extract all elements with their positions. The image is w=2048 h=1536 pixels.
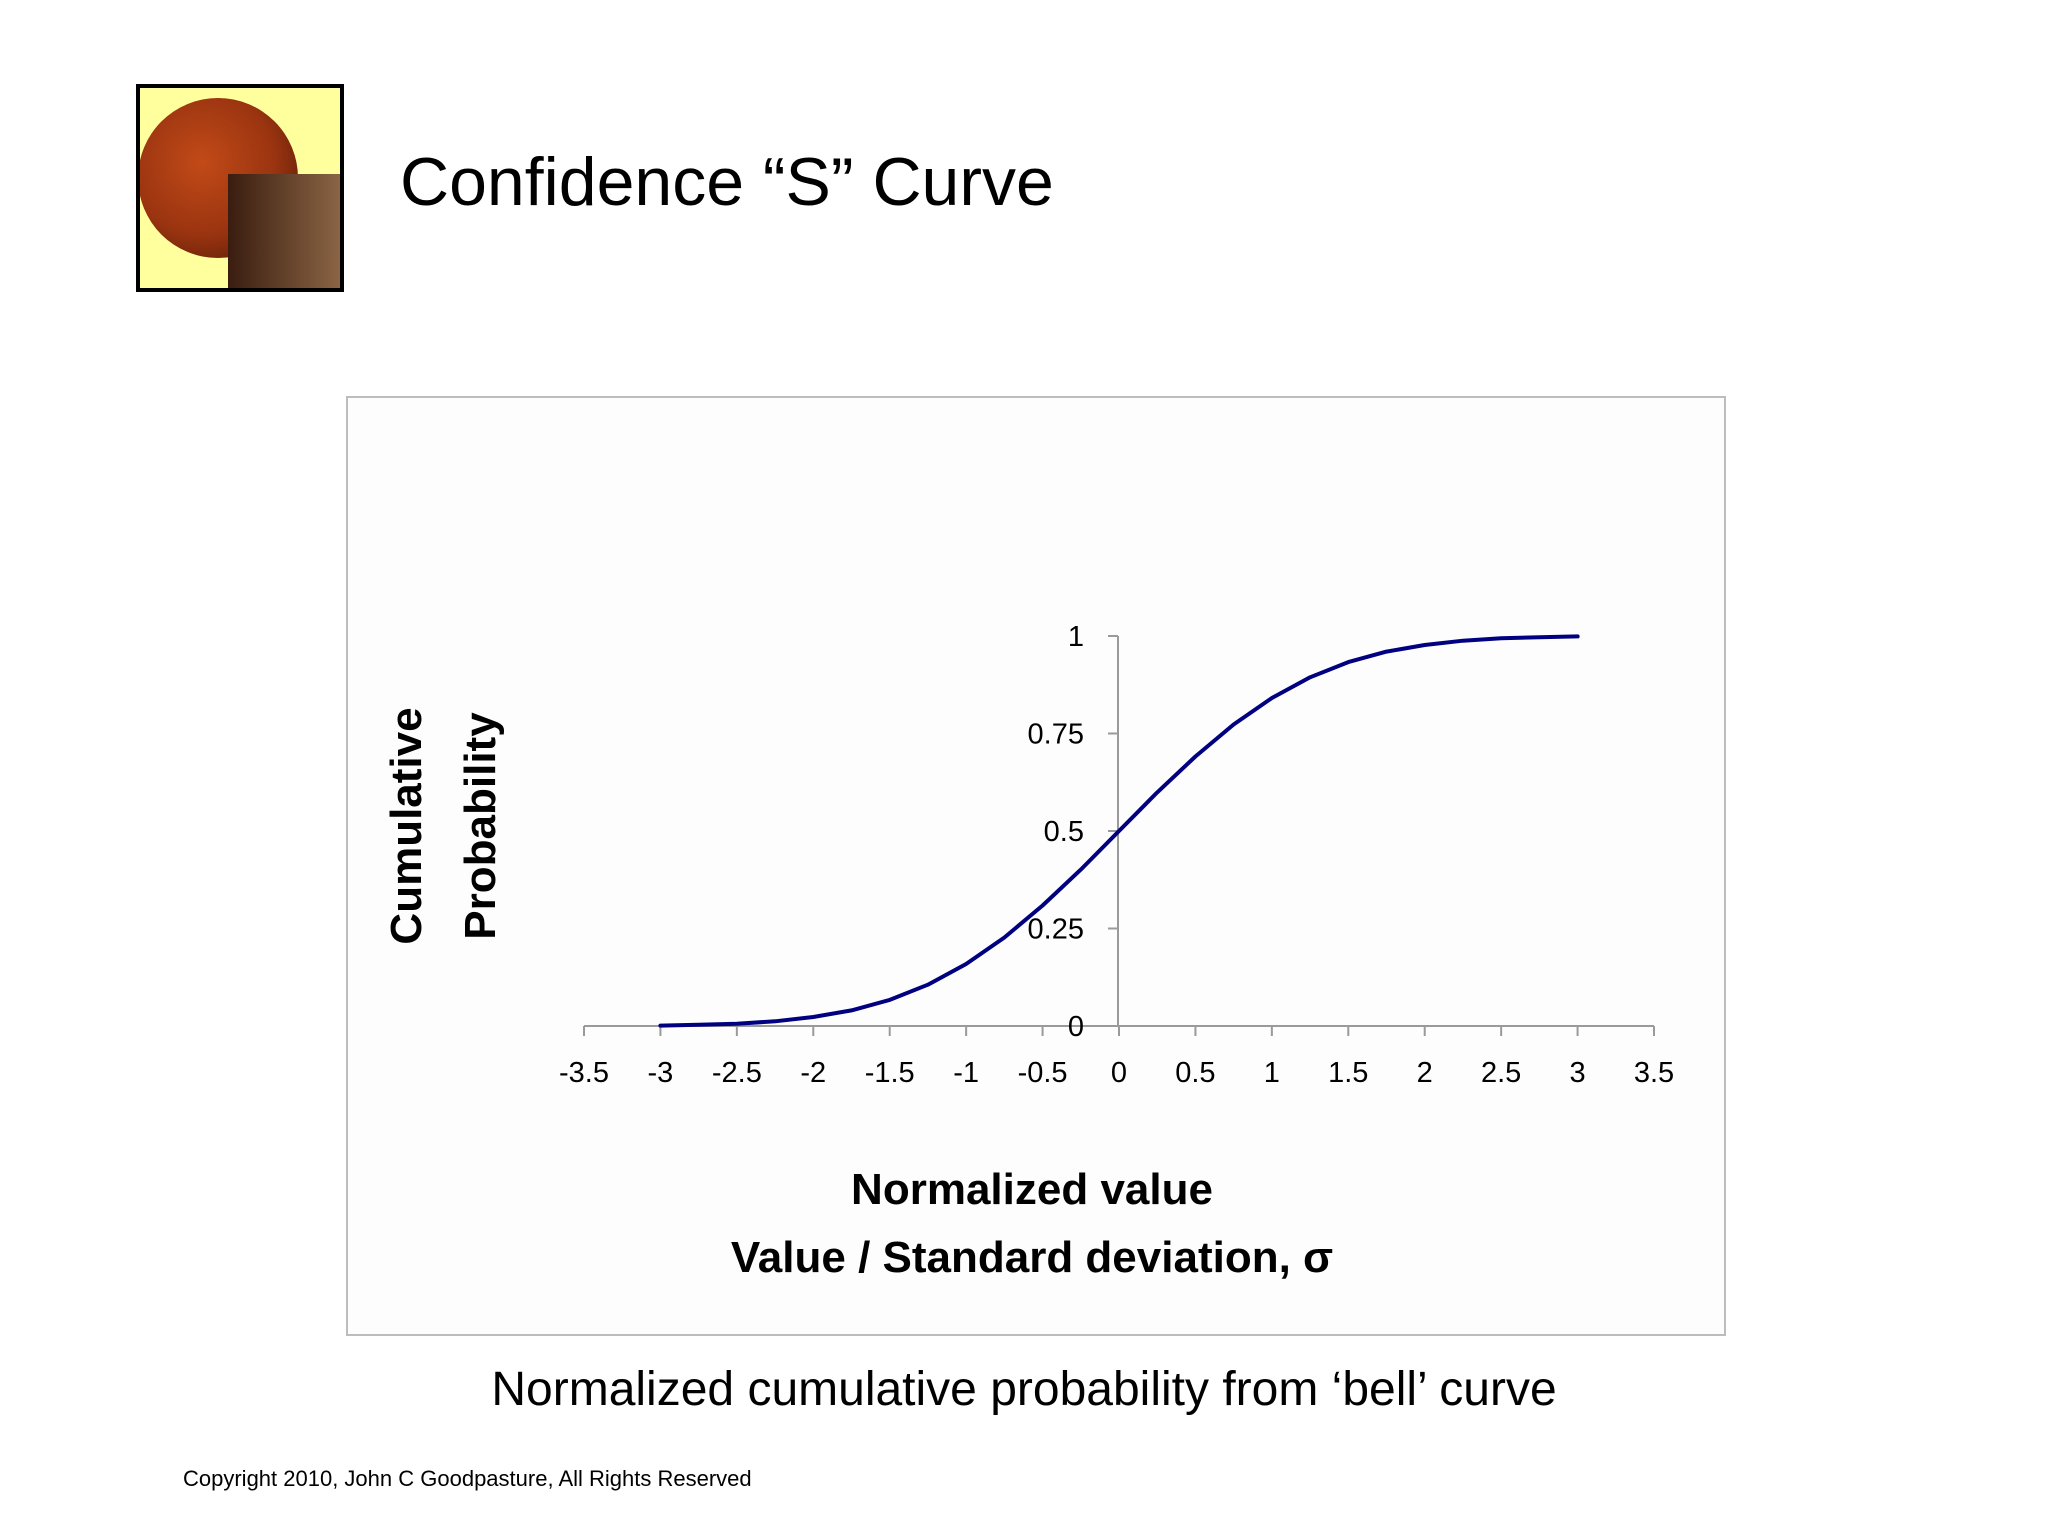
x-tick-label: 3 <box>1570 1057 1586 1089</box>
tick-labels: -3.5 -3 -2.5 -2 -1.5 -1 -0.5 0 0.5 1 1.5 2 2.5 3 3.500… <box>559 621 1674 1089</box>
slide-title: Confidence “S” Curve <box>400 144 1054 220</box>
axis-labels: Cumulative Probability Normalized value … <box>382 707 1333 1282</box>
y-axis-label-line2: Probability <box>456 712 505 940</box>
axes <box>583 635 1655 1036</box>
x-tick-label: 2.5 <box>1481 1057 1521 1089</box>
x-tick-label: -2 <box>800 1057 826 1089</box>
logo-image <box>136 84 344 292</box>
y-tick-label: 0.75 <box>1028 719 1084 751</box>
x-tick-label: 2 <box>1417 1057 1433 1089</box>
x-tick-label: 0.5 <box>1175 1057 1215 1089</box>
y-tick-label: 0.5 <box>1044 816 1084 848</box>
s-curve-chart: -3.5 -3 -2.5 -2 -1.5 -1 -0.5 0 0.5 1 1.5 2 2.5 3 3.500… <box>382 621 1674 1282</box>
x-tick-label: -0.5 <box>1018 1057 1068 1089</box>
x-axis-label-line2: Value / Standard deviation, σ <box>731 1233 1333 1282</box>
logo-square <box>228 174 340 288</box>
x-tick-label: 0 <box>1111 1057 1127 1089</box>
x-tick-label: -1 <box>953 1057 979 1089</box>
y-tick-label: 0 <box>1068 1011 1084 1043</box>
series-layer <box>658 634 1580 1028</box>
chart-caption: Normalized cumulative probability from ‘… <box>491 1363 1557 1416</box>
x-tick-label: -1.5 <box>865 1057 915 1089</box>
y-tick-label: 0.25 <box>1028 914 1084 946</box>
cumulative-probability-curve <box>658 634 1580 1028</box>
x-tick-label: 1.5 <box>1328 1057 1368 1089</box>
chart-frame: -3.5 -3 -2.5 -2 -1.5 -1 -0.5 0 0.5 1 1.5 2 2.5 3 3.5 0 0… <box>346 396 1726 1336</box>
x-tick-label: -3.5 <box>559 1057 609 1089</box>
y-tick-label: 1 <box>1068 621 1084 653</box>
copyright-notice: Copyright 2010, John C Goodpasture, All … <box>183 1466 752 1491</box>
x-tick-label: -2.5 <box>712 1057 762 1089</box>
x-axis-label-line1: Normalized value <box>851 1165 1213 1214</box>
x-tick-label: -3 <box>648 1057 674 1089</box>
x-tick-label: 3.5 <box>1634 1057 1674 1089</box>
logo-graphic <box>140 98 340 288</box>
x-tick-label: 1 <box>1264 1057 1280 1089</box>
y-axis-label-line1: Cumulative <box>382 707 431 944</box>
